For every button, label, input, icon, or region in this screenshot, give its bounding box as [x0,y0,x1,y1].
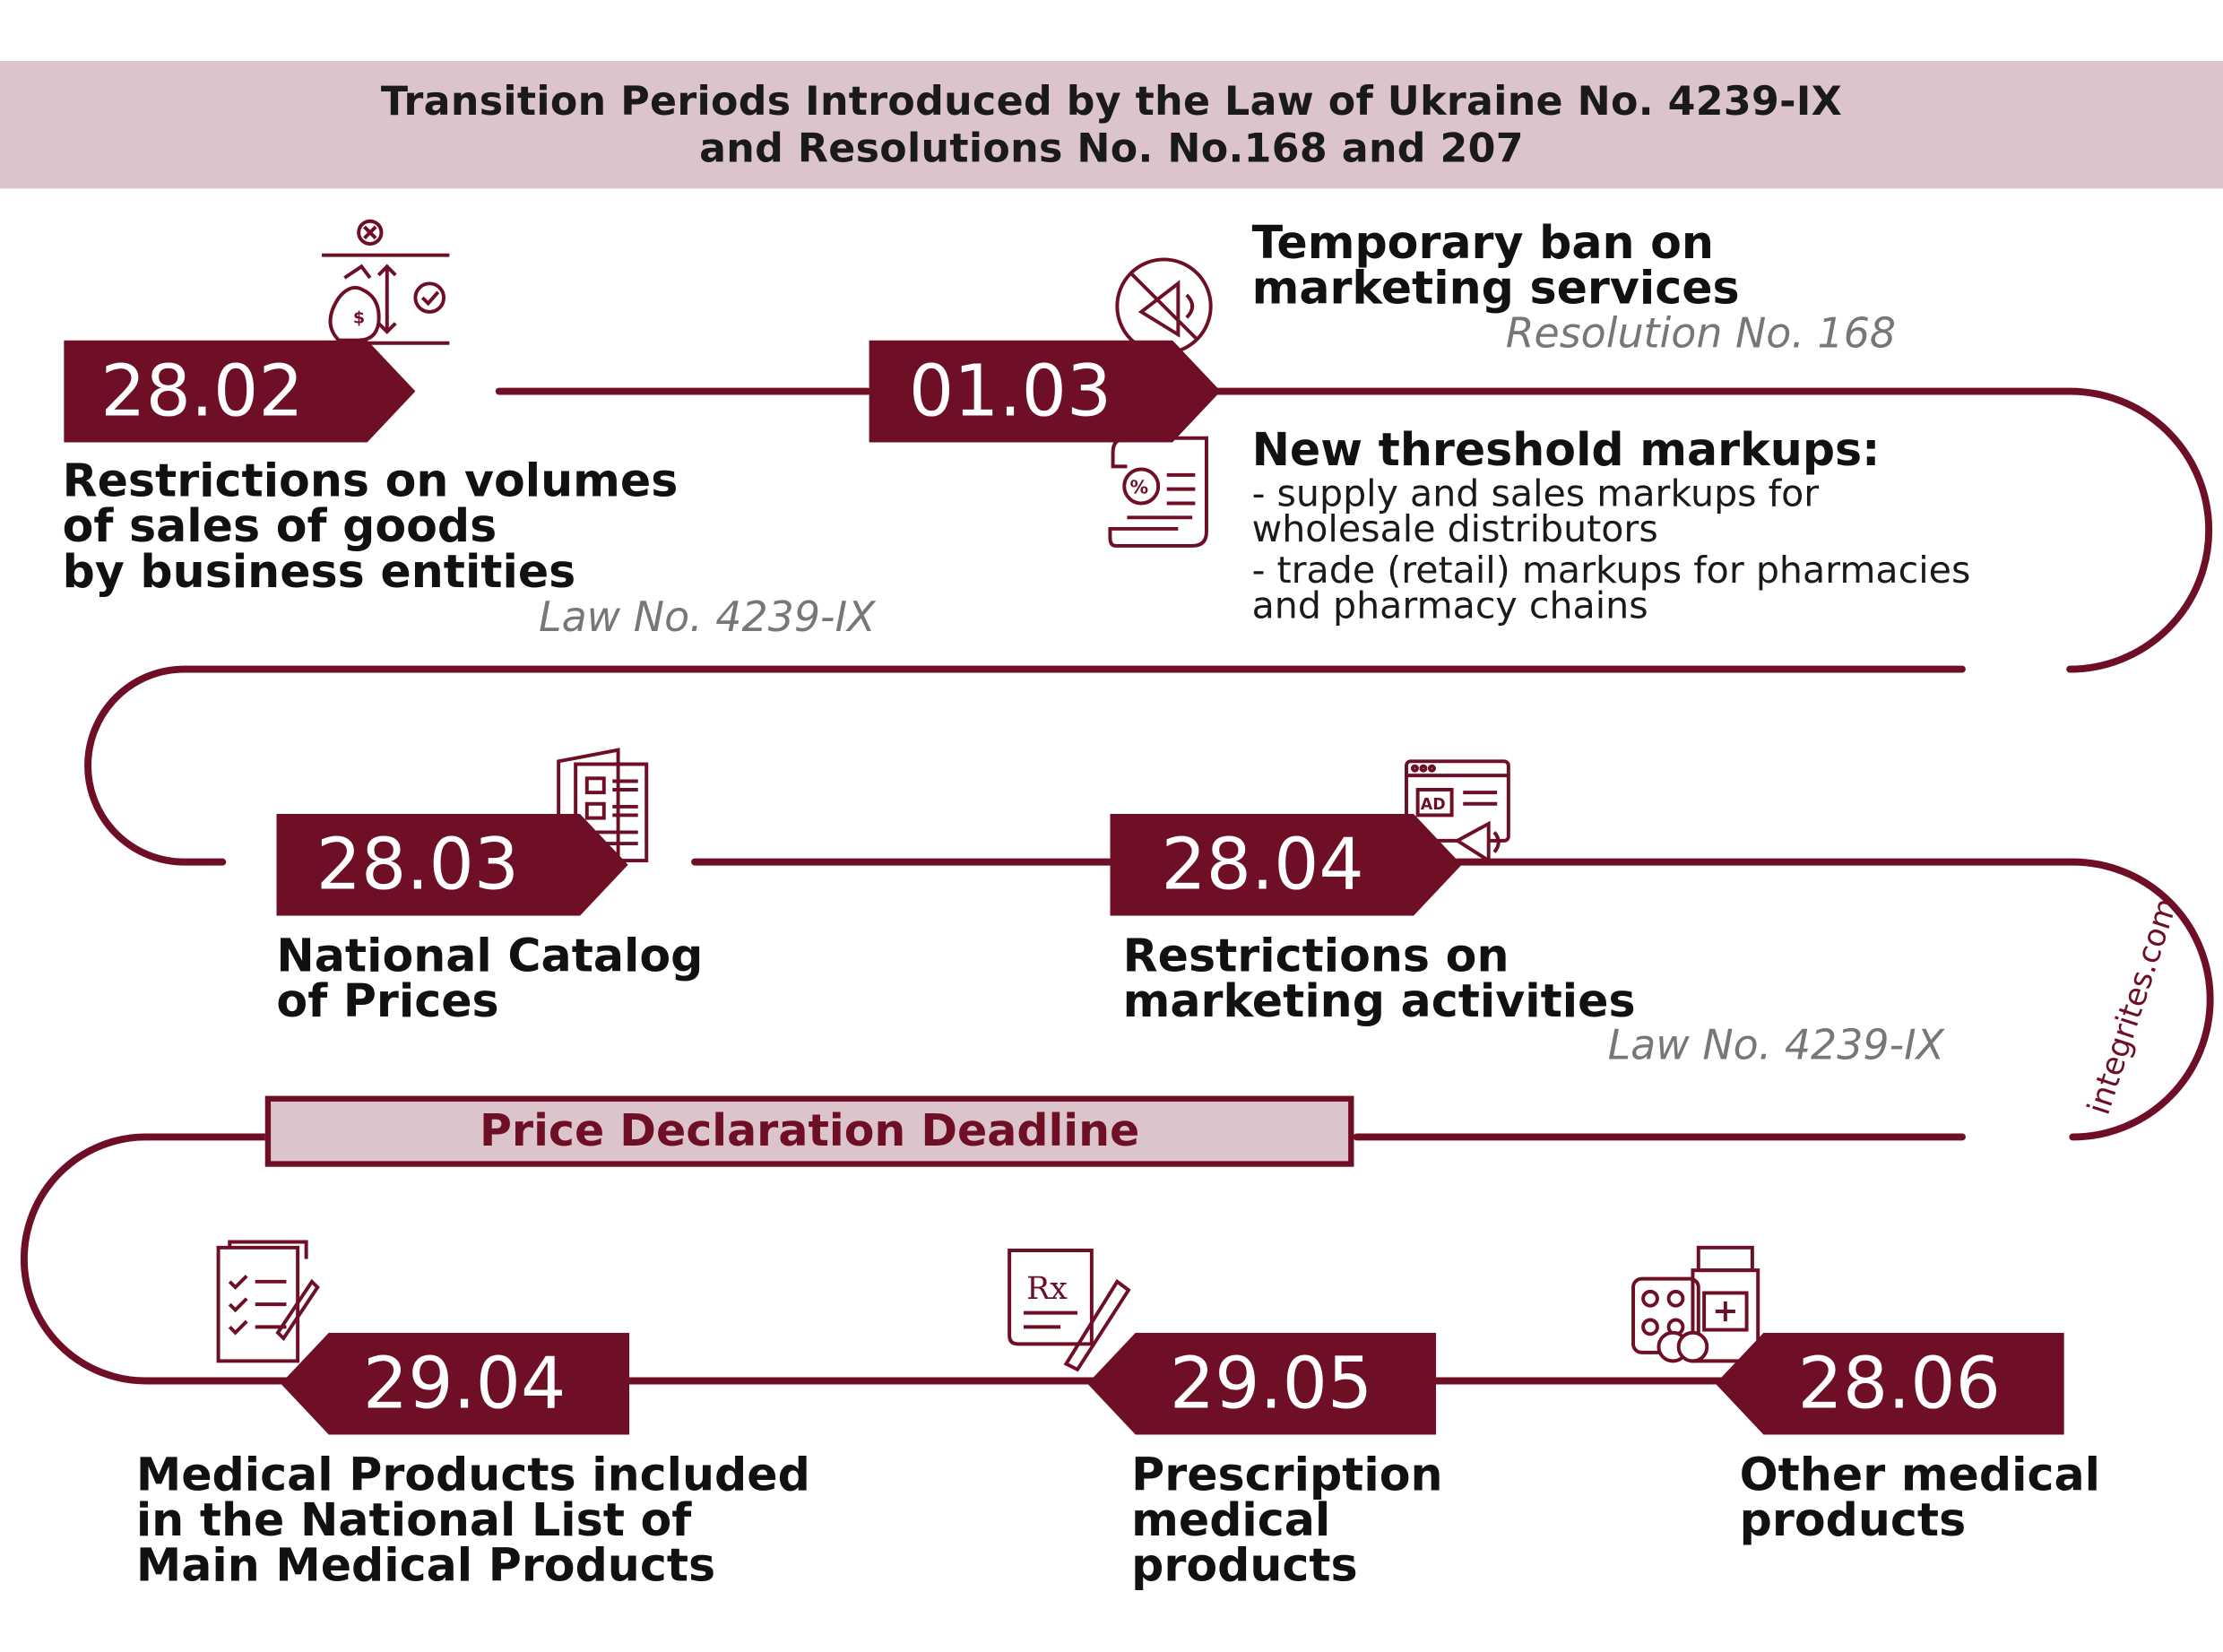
date-label: 28.02 [100,350,304,433]
heading-line: products [1739,1492,1967,1547]
source-label: Law No. 4239-IX [539,592,876,641]
medicine-pills-icon [1631,1245,1760,1363]
milestone-heading: Prescription medical products [1131,1452,1442,1588]
markup-details: - supply and sales markups for wholesale… [1251,473,1971,628]
svg-text:$: $ [353,308,365,328]
money-bag-scale-icon: $ [322,219,450,345]
milestone-heading: Medical Products included in the Nationa… [136,1452,810,1588]
heading-line: Temporary ban on [1251,215,1714,270]
heading-line: Restrictions on volumes [62,454,679,508]
date-label: 28.04 [1161,823,1364,906]
heading-line: marketing activities [1122,973,1636,1028]
milestone-heading: Temporary ban on marketing services [1252,220,1740,310]
heading-line: Other medical [1739,1447,2100,1501]
no-megaphone-icon [1115,257,1213,352]
heading-line: National Catalog [276,928,704,983]
date-tag-28-03: 28.03 [276,814,627,916]
heading-line: Restrictions on [1122,928,1509,983]
title-banner: Transition Periods Introduced by the Law… [0,61,2223,189]
heading-line: Medical Products included [135,1447,810,1501]
date-tag-01-03: 01.03 [869,341,1221,443]
price-declaration-deadline: Price Declaration Deadline [264,1095,1354,1167]
milestone-heading: New threshold markups: [1252,427,1881,472]
date-label: 29.05 [1169,1342,1373,1425]
milestone-heading: Other medical products [1740,1452,2100,1543]
heading-line: products [1131,1538,1358,1593]
source-label: Resolution No. 168 [1505,308,1897,358]
ad-megaphone-icon: AD [1404,759,1510,864]
date-label: 28.03 [316,823,520,906]
heading-line: of sales of goods [62,498,497,553]
date-tag-28-02: 28.02 [64,341,415,443]
milestone-heading: Restrictions on marketing activities [1123,933,1636,1024]
milestone-heading: National Catalog of Prices [276,933,703,1024]
date-label: 29.04 [362,1342,567,1425]
date-label: 01.03 [908,350,1112,433]
svg-text:Rx: Rx [1026,1271,1068,1307]
percent-receipt-icon: % [1108,436,1208,548]
detail-line: and pharmacy chains [1251,585,1648,628]
source-label: Law No. 4239-IX [1607,1020,1945,1069]
heading-line: in the National List of [135,1492,692,1547]
date-tag-28-04: 28.04 [1110,814,1461,916]
heading-line: marketing services [1251,261,1740,316]
date-tag-29-04: 29.04 [281,1332,630,1435]
date-label: 28.06 [1797,1342,2001,1425]
detail-line: wholesale distributors [1251,508,1658,552]
date-tag-28-06: 28.06 [1715,1332,2064,1435]
title-line-2: and Resolutions No. No.168 and 207 [699,125,1524,172]
heading-line: Main Medical Products [135,1538,716,1593]
milestone-heading: Restrictions on volumes of sales of good… [63,458,679,594]
checklist-pen-icon [216,1240,320,1363]
heading-line: Prescription [1131,1447,1443,1501]
detail-line: - supply and sales markups for [1251,473,1820,516]
detail-line: - trade (retail) markups for pharmacies [1251,549,1971,593]
catalog-icon [557,748,649,866]
heading-line: medical [1131,1492,1331,1547]
date-tag-29-05: 29.05 [1087,1332,1437,1435]
heading-line: New threshold markups: [1251,422,1881,477]
svg-text:%: % [1130,476,1149,497]
heading-line: by business entities [62,544,576,599]
svg-text:AD: AD [1421,796,1446,814]
prescription-icon: Rx [1008,1249,1131,1372]
heading-line: of Prices [276,973,499,1028]
title-line-1: Transition Periods Introduced by the Law… [380,77,1843,125]
